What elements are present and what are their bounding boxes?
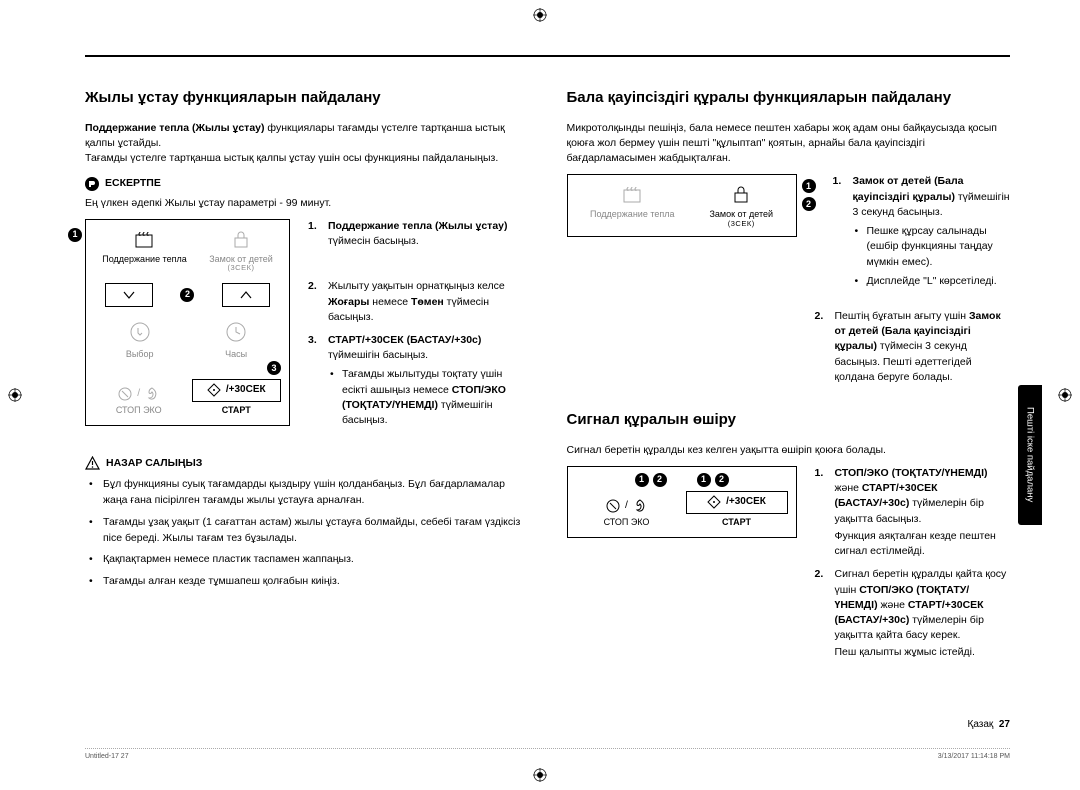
warning-label: НАЗАР САЛЫҢЫЗ xyxy=(106,456,202,471)
cl-step-2: 2. Пештің бұғатын ағыту үшін Замок от де… xyxy=(815,309,1011,385)
sig-step-1: 1. СТОП/ЭКО (ТОҚТАТУ/ҮНЕМДІ) және СТАРТ/… xyxy=(815,466,1011,559)
note-icon xyxy=(85,177,99,191)
column-left: Жылы ұстау функцияларын пайдалану Поддер… xyxy=(85,87,529,669)
childlock-steps: 1. Замок от детей (Бала қауіпсіздігі құр… xyxy=(833,174,1011,301)
warning-row: НАЗАР САЛЫҢЫЗ xyxy=(85,456,529,471)
step-3: 3. СТАРТ/+30СЕК (БАСТАУ/+30с) түймешігін… xyxy=(308,333,529,432)
callout-s1b: 1 xyxy=(697,473,711,487)
callout-s2a: 2 xyxy=(653,473,667,487)
steps-keep-warm: 1. Поддержание тепла (Жылы ұстау) түймес… xyxy=(308,219,529,440)
step-2: 2. Жылыту уақытын орнатқыңыз келсе Жоғар… xyxy=(308,279,529,325)
warn-item: Бұл функцияны суық тағамдарды қыздыру үш… xyxy=(85,477,529,509)
footer-page: 27 xyxy=(999,719,1010,730)
callout-2: 2 xyxy=(180,288,194,302)
panel-up-arrow xyxy=(222,283,270,307)
warning-icon xyxy=(85,456,100,471)
panel-child-lock-dark: Замок от детей (3СЕК) xyxy=(709,181,773,228)
signal-stop-eco: / СТОП ЭКО xyxy=(576,498,678,529)
warn-item: Тағамды алған кезде тұмшапеш қолғабын ки… xyxy=(85,574,529,590)
childlock-intro: Микротолқынды пешіңіз, бала немесе пеште… xyxy=(567,121,1011,167)
cl-sub-2: Дисплейде "L" көрсетіледі. xyxy=(853,274,1011,289)
signal-panel: 12 12 / СТОП ЭКО xyxy=(567,466,797,538)
callout-r2: 2 xyxy=(802,197,816,211)
warning-list: Бұл функцияны суық тағамдарды қыздыру үш… xyxy=(85,477,529,590)
intro-line-1: Поддержание тепла (Жылы ұстау) функцияла… xyxy=(85,121,529,151)
panel-stop-eco: / СТОП ЭКО xyxy=(94,386,184,417)
callout-s1a: 1 xyxy=(635,473,649,487)
two-columns: Жылы ұстау функцияларын пайдалану Поддер… xyxy=(85,87,1010,669)
warn-item: Қақпақтармен немесе пластик таспамен жап… xyxy=(85,552,529,568)
intro-line-2: Тағамды үстелге тартқанша ыстық қалпы ұс… xyxy=(85,151,529,166)
childlock-panel-row: Поддержание тепла Замок от детей (3СЕК) … xyxy=(567,174,1011,301)
panel-child-lock: Замок от детей (3СЕК) xyxy=(209,226,273,273)
signal-steps: 1. СТОП/ЭКО (ТОҚТАТУ/ҮНЕМДІ) және СТАРТ/… xyxy=(815,466,1011,669)
panel-steps-row: 1 Поддержание тепла Замок от детей (3СЕК… xyxy=(85,219,529,440)
childlock-panel: Поддержание тепла Замок от детей (3СЕК) … xyxy=(567,174,797,237)
cl-sub-1: Пешке құрсау салынады (ешбір функцияны т… xyxy=(853,224,1011,270)
panel-start: /+30СЕК СТАРТ xyxy=(192,379,282,417)
warn-item: Тағамды ұзақ уақыт (1 сағаттан астам) жы… xyxy=(85,515,529,547)
heading-keep-warm: Жылы ұстау функцияларын пайдалану xyxy=(85,87,529,109)
footer-lang: Қазақ xyxy=(968,719,994,730)
cl-step-1: 1. Замок от детей (Бала қауіпсіздігі құр… xyxy=(833,174,1011,293)
meta-left: Untitled-17 27 xyxy=(85,753,129,760)
panel-clock: Часы xyxy=(223,319,249,359)
note-text: Ең үлкен әдепкі Жылы ұстау параметрі - 9… xyxy=(85,196,529,211)
control-panel-illustration: 1 Поддержание тепла Замок от детей (3СЕК… xyxy=(85,219,290,426)
signal-panel-row: 12 12 / СТОП ЭКО xyxy=(567,466,1011,669)
page: Жылы ұстау функцияларын пайдалану Поддер… xyxy=(0,0,1080,790)
column-right: Бала қауіпсіздігі құралы функцияларын па… xyxy=(567,87,1011,669)
callout-s2b: 2 xyxy=(715,473,729,487)
step-1: 1. Поддержание тепла (Жылы ұстау) түймес… xyxy=(308,219,529,249)
sig-step-2: 2. Сигнал беретін құралды қайта қосу үші… xyxy=(815,567,1011,660)
footer: Қазақ 27 xyxy=(968,719,1010,730)
note-row: ЕСКЕРТПЕ xyxy=(85,176,529,191)
meta-right: 3/13/2017 11:14:18 PM xyxy=(938,753,1010,760)
signal-start: /+30СЕК СТАРТ xyxy=(686,491,788,529)
side-tab: Пешті іске пайдалану xyxy=(1018,385,1042,525)
note-label: ЕСКЕРТПЕ xyxy=(105,176,161,191)
callout-r1: 1 xyxy=(802,179,816,193)
panel-down-arrow xyxy=(105,283,153,307)
panel-keep-warm: Поддержание тепла xyxy=(102,226,186,264)
callout-3: 3 xyxy=(267,361,281,375)
signal-intro: Сигнал беретін құралды кез келген уақытт… xyxy=(567,443,1011,458)
panel-keep-warm-grey: Поддержание тепла xyxy=(590,181,674,219)
callout-1: 1 xyxy=(68,228,82,242)
footer-meta: Untitled-17 27 3/13/2017 11:14:18 PM xyxy=(85,748,1010,760)
rule-top xyxy=(85,55,1010,57)
heading-child-lock: Бала қауіпсіздігі құралы функцияларын па… xyxy=(567,87,1011,109)
step-3-sub: Тағамды жылытуды тоқтату үшін есікті ашы… xyxy=(328,367,529,428)
heading-signal-off: Сигнал құралын өшіру xyxy=(567,409,1011,431)
panel-select: Выбор xyxy=(126,319,154,359)
